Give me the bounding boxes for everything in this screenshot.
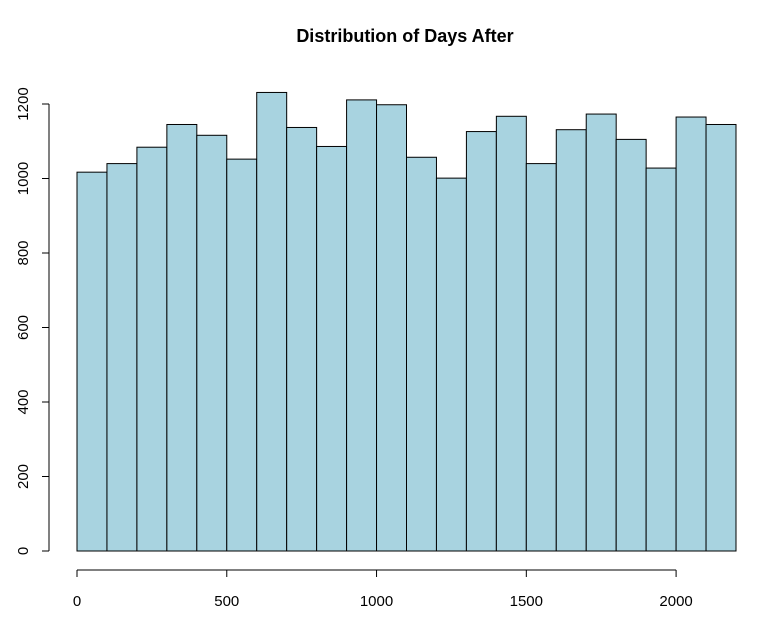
chart-title: Distribution of Days After xyxy=(296,26,513,46)
y-tick-label: 600 xyxy=(15,315,32,340)
y-tick-label: 800 xyxy=(15,240,32,265)
histogram-bar xyxy=(585,113,617,552)
x-tick-label: 0 xyxy=(73,593,81,610)
histogram-bar xyxy=(525,163,557,552)
histogram-bar xyxy=(166,123,198,552)
histogram-bar xyxy=(675,116,707,552)
histogram-bar xyxy=(106,163,138,552)
histogram-bar xyxy=(316,145,348,552)
histogram-bar xyxy=(376,104,407,552)
y-tick-label: 1200 xyxy=(15,87,32,120)
y-axis: 0 200 400 600 800 1000 1200 xyxy=(15,87,50,555)
bars-group xyxy=(76,91,737,552)
histogram-bar xyxy=(136,146,168,552)
y-tick-label: 1000 xyxy=(15,162,32,195)
histogram-bar xyxy=(435,177,467,552)
histogram-bar xyxy=(196,134,228,552)
y-tick-label: 200 xyxy=(15,464,32,489)
y-tick-label: 0 xyxy=(15,547,32,555)
histogram-bar xyxy=(256,91,288,552)
histogram-bar xyxy=(406,156,437,552)
histogram-bar xyxy=(226,158,258,552)
x-axis: 0 500 1000 1500 2000 xyxy=(73,569,693,610)
x-tick-label: 1000 xyxy=(360,593,393,610)
histogram-bar xyxy=(76,171,108,552)
histogram-bar xyxy=(555,129,587,552)
histogram-bar xyxy=(346,99,378,552)
x-tick-label: 500 xyxy=(214,593,239,610)
y-tick-label: 400 xyxy=(15,389,32,414)
x-tick-label: 2000 xyxy=(659,593,692,610)
x-tick-label: 1500 xyxy=(510,593,543,610)
histogram-bar xyxy=(465,131,497,552)
histogram-bar xyxy=(495,115,527,552)
histogram-bar xyxy=(705,123,737,552)
histogram-bar xyxy=(645,167,677,552)
histogram-bar xyxy=(286,126,318,552)
histogram-bar xyxy=(615,138,647,552)
